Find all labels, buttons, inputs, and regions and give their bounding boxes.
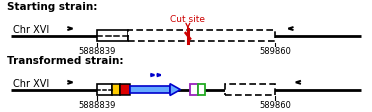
Text: Transformed strain:: Transformed strain: xyxy=(7,56,124,66)
Text: Cut site: Cut site xyxy=(170,15,205,24)
Text: Chr XVI: Chr XVI xyxy=(13,79,49,89)
Bar xyxy=(112,84,120,95)
Bar xyxy=(120,84,130,95)
Bar xyxy=(128,30,275,41)
Bar xyxy=(97,30,128,41)
Bar xyxy=(225,84,275,95)
Bar xyxy=(190,84,198,95)
Bar xyxy=(198,84,205,95)
Bar xyxy=(130,86,170,93)
Polygon shape xyxy=(170,84,180,95)
Text: 589860: 589860 xyxy=(259,101,291,110)
Text: 5888839: 5888839 xyxy=(78,47,115,56)
Text: Chr XVI: Chr XVI xyxy=(13,25,49,35)
Bar xyxy=(97,84,112,95)
Text: Starting strain:: Starting strain: xyxy=(7,2,98,12)
Text: 589860: 589860 xyxy=(259,47,291,56)
Text: 5888839: 5888839 xyxy=(78,101,115,110)
